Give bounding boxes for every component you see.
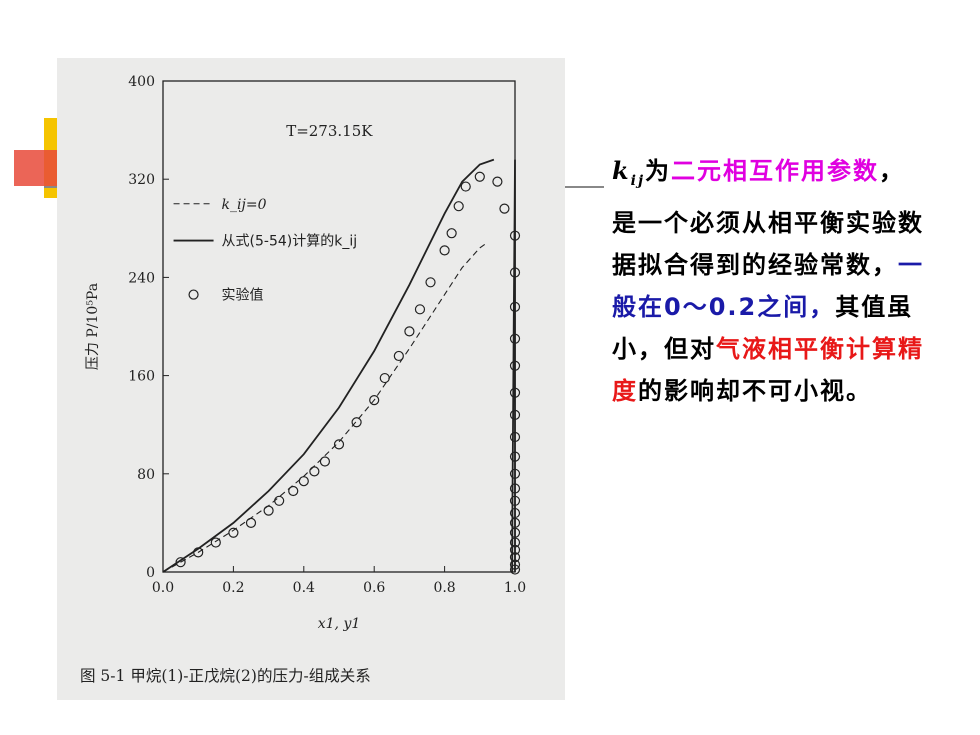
experimental-point [509, 267, 521, 278]
experimental-point [509, 544, 521, 556]
plot-area-frame [162, 80, 516, 573]
x-tick-label: 1.0 [504, 580, 526, 596]
experimental-point [492, 176, 503, 187]
legend-label-calculated: 从式(5-54)计算的k_ij [222, 234, 358, 250]
experimental-point [298, 476, 309, 487]
experimental-point [509, 537, 521, 548]
experimental-point [509, 360, 521, 371]
text-highlight-range: 一般在0～0.2之间， [612, 250, 924, 321]
experimental-point [245, 517, 257, 528]
y-axis-label: 压力 P/10⁵Pa [85, 283, 101, 370]
figure-caption: 图 5-1 甲烷(1)-正戊烷(2)的压力-组成关系 [80, 667, 371, 685]
text-highlight-accuracy: 气液相平衡计算精度 [612, 334, 924, 405]
experimental-point [509, 301, 521, 312]
experimental-point [509, 559, 521, 570]
pressure-composition-chart: 0.0 0.2 0.4 0.6 0.8 1.0 0 80 160 240 320 400 x1, y1 压… [85, 74, 526, 632]
experimental-point [446, 228, 457, 239]
experimental-point [414, 304, 426, 315]
y-tick-label: 240 [128, 270, 155, 286]
slide-body-text: kij为二元相互作用参数，是一个必须从相平衡实验数据拟合得到的经验常数，一般在0… [612, 150, 930, 412]
text-segment-7: 的影响却不可小视。 [638, 376, 872, 405]
x-tick-label: 0.6 [363, 580, 385, 596]
experimental-point [351, 417, 362, 428]
series-calculated-line [162, 158, 495, 573]
y-tick-label: 80 [137, 467, 155, 483]
experimental-point [509, 409, 521, 420]
text-segment-1: 为 [645, 157, 672, 185]
series-kij-zero-line [162, 242, 488, 573]
experimental-point [509, 483, 521, 494]
experimental-point [509, 230, 521, 241]
experimental-point [228, 527, 239, 538]
experimental-point [509, 387, 521, 398]
legend-marker-swatch [188, 289, 199, 300]
y-tick-label: 400 [128, 74, 155, 90]
experimental-point [319, 456, 331, 467]
experimental-point [309, 466, 320, 477]
experimental-point [509, 333, 521, 344]
y-tick-label: 160 [128, 369, 155, 385]
series-calculated-line [511, 159, 516, 573]
experimental-point [509, 468, 521, 479]
experimental-point [393, 350, 404, 362]
experimental-point [210, 537, 221, 548]
y-tick-label: 0 [146, 565, 155, 581]
text-segment-3: ，是一个必须从相平衡实验数据拟合得到的经验常数， [612, 157, 924, 279]
experimental-point [453, 201, 464, 212]
experimental-point [499, 203, 510, 214]
x-axis-label: x1, y1 [318, 616, 361, 632]
experimental-point [369, 395, 380, 406]
text-segment-5: 其值虽小，但对 [612, 292, 914, 363]
experimental-point [193, 547, 204, 558]
text-highlight-binary-parameter: 二元相互作用参数 [671, 157, 880, 185]
x-tick-label: 0.0 [152, 580, 174, 596]
experimental-point [439, 245, 450, 256]
experimental-point [509, 564, 521, 575]
legend-label-experimental: 实验值 [222, 288, 264, 304]
y-tick-label: 320 [128, 172, 155, 188]
experimental-point [288, 485, 299, 497]
experimental-point [175, 557, 186, 568]
x-tick-label: 0.2 [222, 580, 244, 596]
x-tick-label: 0.4 [293, 580, 315, 596]
experimental-point [460, 181, 471, 192]
experimental-point [333, 439, 345, 450]
experimental-point [509, 552, 521, 563]
x-tick-label: 0.8 [433, 580, 455, 596]
experimental-point [509, 495, 521, 506]
legend-label-kij-zero: k_ij=0 [222, 197, 267, 213]
experimental-point [509, 517, 521, 528]
slide-accent-red [14, 150, 59, 186]
experimental-point [509, 451, 521, 462]
experimental-point [274, 495, 285, 506]
experimental-point [425, 277, 436, 288]
kij-symbol: kij [612, 156, 646, 189]
experimental-point [263, 505, 274, 516]
experimental-point [509, 527, 521, 538]
experimental-point [379, 372, 390, 384]
temperature-annotation: T=273.15K [286, 122, 373, 140]
experimental-point [509, 507, 521, 519]
experimental-point [509, 431, 521, 443]
experimental-point [474, 171, 485, 182]
experimental-point [404, 326, 415, 337]
